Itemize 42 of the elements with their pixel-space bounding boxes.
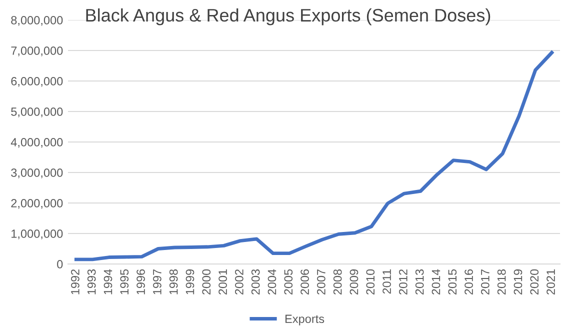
x-tick-label: 1997 — [153, 269, 162, 294]
x-tick-label: 2003 — [251, 269, 260, 295]
x-tick-label: 1998 — [169, 269, 178, 294]
x-tick-label: 2008 — [333, 269, 342, 295]
x-tick-label: 1995 — [120, 269, 129, 294]
x-tick-label: 1994 — [104, 269, 112, 294]
x-tick-label: 2006 — [300, 269, 309, 295]
chart-title: Black Angus & Red Angus Exports (Semen Doses) — [86, 8, 490, 26]
x-tick-label: 2014 — [432, 269, 440, 295]
x-tick-label: 2000 — [202, 269, 211, 295]
x-tick-label: 2004 — [268, 269, 276, 295]
y-tick-label: 3,000,000 — [11, 168, 63, 178]
x-tick-label: 2013 — [415, 269, 424, 295]
x-tick-label: 2018 — [497, 269, 506, 295]
x-tick-label: 2005 — [284, 269, 293, 295]
y-tick-label: 0 — [57, 260, 63, 268]
x-tick-label: 2010 — [366, 269, 375, 295]
legend-label: Exports — [285, 314, 324, 326]
x-tick-label: 2001 — [218, 269, 227, 295]
x-tick-label: 2021 — [546, 269, 555, 295]
x-tick-label: 2012 — [399, 269, 408, 295]
y-tick-label: 4,000,000 — [10, 138, 63, 148]
x-tick-label: 2007 — [317, 269, 326, 295]
x-tick-label: 1992 — [71, 269, 80, 294]
x-tick-label: 2011 — [382, 269, 391, 294]
x-tick-label: 2019 — [514, 269, 522, 295]
y-tick-label: 6,000,000 — [11, 77, 63, 87]
x-tick-label: 1993 — [87, 269, 96, 294]
x-tick-label: 2015 — [448, 269, 457, 295]
x-tick-label: 1999 — [186, 269, 194, 294]
x-tick-label: 1996 — [136, 269, 145, 294]
x-tick-label: 2009 — [350, 269, 358, 295]
y-tick-label: 5,000,000 — [11, 108, 63, 118]
y-tick-label: 8,000,000 — [11, 16, 63, 26]
x-tick-label: 2016 — [464, 269, 473, 295]
x-tick-label: 2020 — [530, 269, 539, 295]
y-tick-label: 7,000,000 — [11, 46, 63, 56]
line-series — [74, 50, 554, 262]
y-tick-label: 1,000,000 — [12, 230, 63, 240]
y-tick-label: 2,000,000 — [11, 199, 63, 209]
x-tick-label: 2002 — [235, 269, 244, 295]
x-tick-label: 2017 — [481, 269, 490, 295]
